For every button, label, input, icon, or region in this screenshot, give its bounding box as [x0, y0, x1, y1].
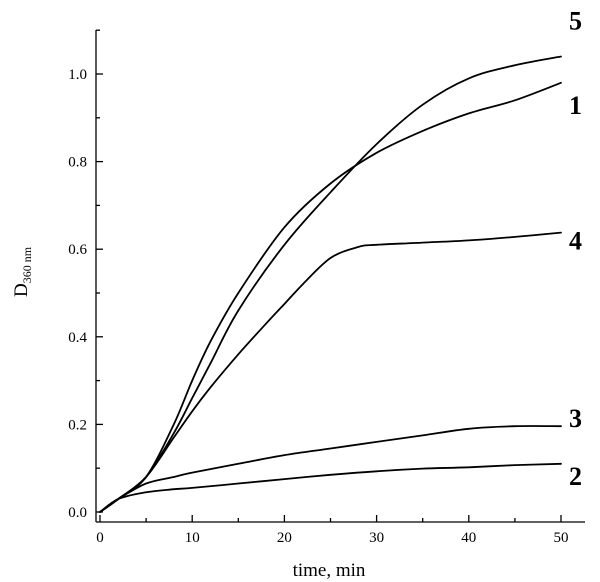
- series-line-4: [99, 231, 562, 513]
- series-label-1: 1: [569, 91, 582, 120]
- series-label-3: 3: [569, 404, 582, 433]
- x-tick-label: 20: [277, 530, 292, 546]
- axes: [95, 30, 585, 523]
- x-axis-label: time, min: [293, 560, 366, 581]
- series-line-5: [99, 55, 562, 513]
- series-label-2: 2: [569, 462, 582, 491]
- y-tick-label: 0.0: [68, 505, 87, 521]
- y-tick-label: 0.4: [68, 330, 87, 346]
- ticks: 0 10 20 30 40 50 0.0 0.2 0.4 0.6 0.8 1.0: [68, 29, 569, 546]
- series-line-2: [99, 462, 562, 513]
- y-tick-label: 0.8: [68, 155, 87, 171]
- series-labels: 5 1 4 3 2: [569, 6, 582, 490]
- series-label-5: 5: [569, 6, 582, 35]
- x-tick-label: 10: [185, 530, 200, 546]
- x-tick-label: 0: [96, 530, 104, 546]
- series-lines: [99, 55, 562, 513]
- y-axis-label-subscript: 360 nm: [20, 246, 34, 283]
- series-line-3: [99, 425, 562, 513]
- y-tick-label: 1.0: [68, 67, 87, 83]
- y-axis-label: D360 nm: [11, 246, 34, 297]
- x-tick-label: 50: [554, 530, 569, 546]
- svg-text:D360 nm: D360 nm: [11, 246, 34, 297]
- y-axis-label-main: D: [11, 283, 32, 297]
- y-tick-label: 0.2: [68, 417, 87, 433]
- y-tick-label: 0.6: [68, 242, 87, 258]
- series-label-4: 4: [569, 227, 582, 256]
- x-tick-label: 40: [461, 530, 476, 546]
- x-tick-label: 30: [369, 530, 384, 546]
